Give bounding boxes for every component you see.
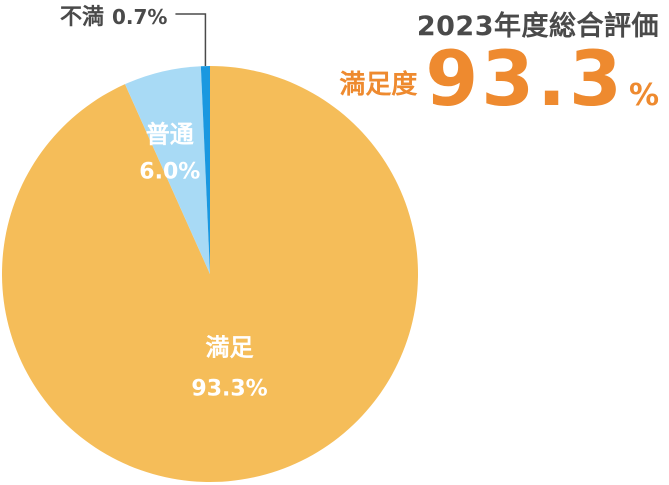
summary-panel: 2023年度総合評価 満足度 93.3 %: [319, 4, 659, 117]
pie-slice: [125, 66, 210, 275]
slice-name-label: 不満 0.7%: [60, 4, 167, 30]
pie-slice: [1, 66, 419, 483]
satisfaction-row: 満足度 93.3 %: [319, 41, 659, 117]
slice-value-label: 93.3%: [191, 377, 267, 402]
slice-value-label: 6.0%: [139, 159, 200, 184]
satisfaction-value: 93.3: [425, 34, 625, 123]
pie-slice: [200, 66, 210, 274]
slice-value-label: 0.7%: [112, 5, 167, 29]
satisfaction-unit: %: [628, 78, 659, 113]
satisfaction-label: 満足度: [339, 70, 418, 100]
leader-line: [175, 13, 207, 67]
slice-name-label: 普通: [146, 120, 194, 148]
summary-heading: 2023年度総合評価: [416, 11, 659, 42]
slice-name-label: 満足: [206, 334, 254, 362]
